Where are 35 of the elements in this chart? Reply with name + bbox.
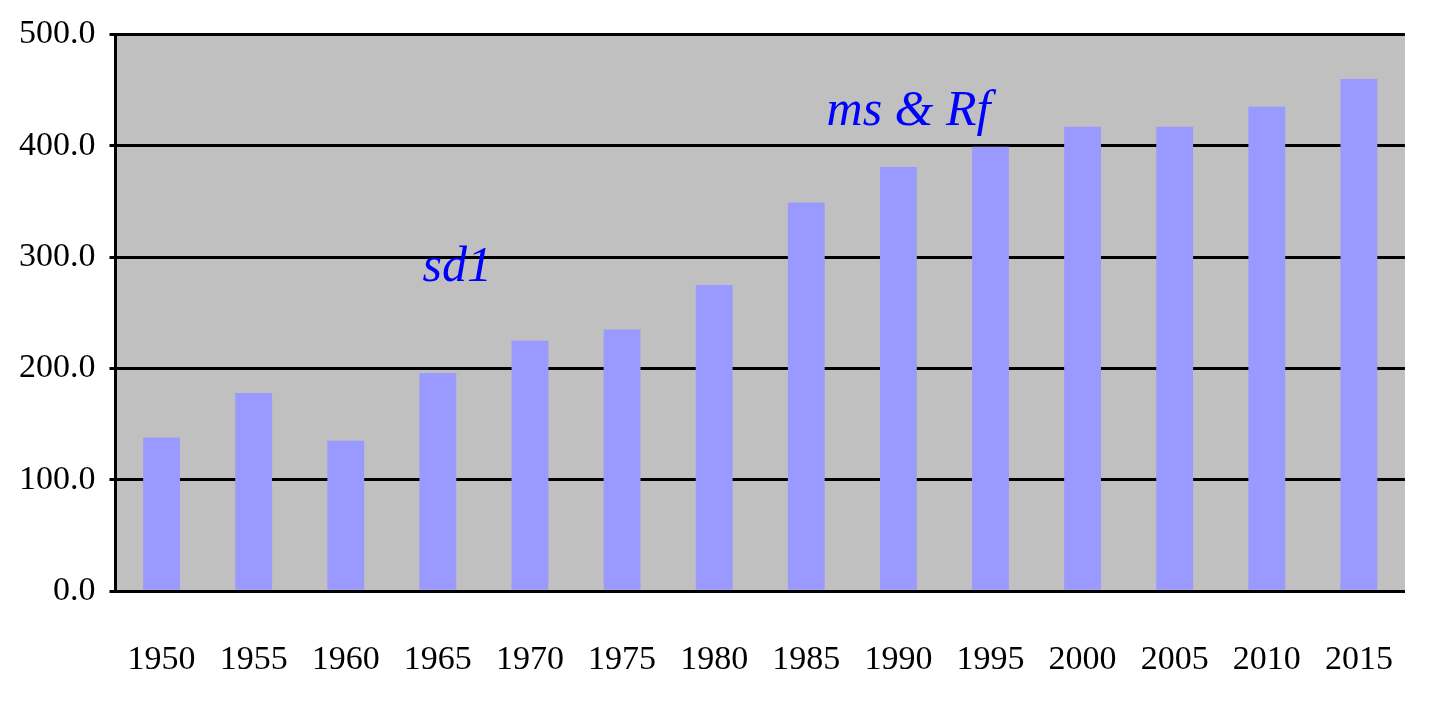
x-tick-label: 1995 (956, 638, 1025, 676)
y-tick-label: 0.0 (53, 570, 96, 608)
y-tick-label: 100.0 (19, 458, 96, 496)
x-tick-label: 1960 (311, 638, 380, 676)
bar (972, 146, 1009, 590)
x-tick-label: 1955 (219, 638, 288, 676)
y-tick-label: 500.0 (19, 13, 96, 51)
x-tick-label: 2015 (1324, 638, 1393, 676)
bar (1340, 78, 1378, 590)
bar (1156, 126, 1194, 590)
bar (603, 329, 641, 590)
bar (1248, 106, 1286, 590)
x-tick-label: 1975 (588, 638, 657, 676)
x-tick-label: 1985 (772, 638, 841, 676)
bar (511, 340, 549, 590)
x-tick-label: 2005 (1140, 638, 1209, 676)
x-tick-label: 1970 (495, 638, 564, 676)
x-tick-label: 2000 (1048, 638, 1117, 676)
bar (879, 166, 917, 590)
bar (235, 392, 273, 590)
x-tick-label: 1965 (403, 638, 472, 676)
bar (787, 202, 825, 590)
x-tick-label: 2010 (1232, 638, 1301, 676)
y-tick-label: 400.0 (19, 124, 96, 162)
annotation: ms & Rf (826, 80, 997, 137)
bar (143, 437, 180, 590)
bar (327, 440, 365, 590)
y-tick-label: 200.0 (19, 347, 96, 385)
x-tick-label: 1950 (127, 638, 196, 676)
bar (1064, 126, 1101, 590)
bar (695, 284, 733, 590)
x-tick-label: 1980 (680, 638, 749, 676)
x-tick-label: 1990 (864, 638, 933, 676)
bar (419, 372, 457, 590)
y-tick-label: 300.0 (19, 236, 96, 274)
